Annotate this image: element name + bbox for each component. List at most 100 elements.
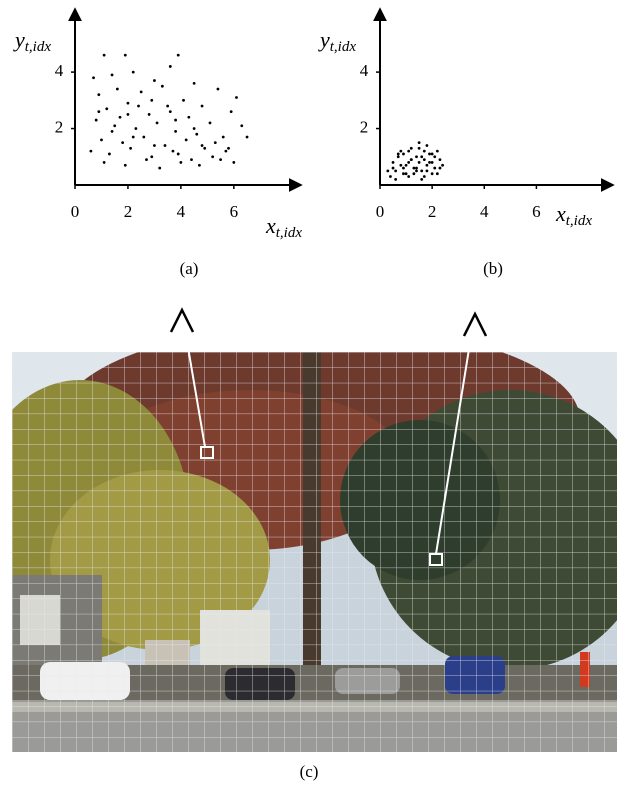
- point: [240, 124, 243, 127]
- point: [219, 158, 222, 161]
- axis-label: xt,idx: [555, 201, 592, 229]
- y-tick-label: 2: [360, 117, 369, 136]
- point: [190, 158, 193, 161]
- point: [97, 110, 100, 113]
- point: [95, 119, 98, 122]
- point: [193, 127, 196, 130]
- point: [92, 76, 95, 79]
- point: [436, 150, 439, 153]
- point: [412, 172, 415, 175]
- point: [246, 136, 249, 139]
- axis-label-subscript: t,idx: [330, 39, 357, 55]
- axis-label-subscript: t,idx: [276, 225, 303, 241]
- point: [397, 155, 400, 158]
- point: [420, 169, 423, 172]
- caption: (c): [300, 762, 319, 781]
- point: [103, 54, 106, 57]
- point: [166, 105, 169, 108]
- point: [235, 96, 238, 99]
- point: [132, 136, 135, 139]
- point: [431, 161, 434, 164]
- x-tick-label: 6: [230, 202, 239, 221]
- point: [410, 158, 413, 161]
- point: [121, 141, 124, 144]
- axis-label-subscript: t,idx: [566, 213, 593, 229]
- point: [182, 99, 185, 102]
- point: [198, 164, 201, 167]
- point: [185, 138, 188, 141]
- x-tick-label: 4: [177, 202, 186, 221]
- point: [150, 99, 153, 102]
- point: [111, 74, 114, 77]
- point: [222, 136, 225, 139]
- point: [177, 153, 180, 156]
- point: [407, 175, 410, 178]
- point: [153, 144, 156, 147]
- x-tick-label: 2: [124, 202, 133, 221]
- point: [100, 138, 103, 141]
- point: [217, 88, 220, 91]
- point: [405, 172, 408, 175]
- point: [415, 169, 418, 172]
- point: [402, 172, 405, 175]
- point: [415, 155, 418, 158]
- point: [187, 116, 190, 119]
- point: [113, 124, 116, 127]
- point: [436, 172, 439, 175]
- point: [428, 161, 431, 164]
- point: [433, 155, 436, 158]
- point: [407, 161, 410, 164]
- point: [111, 130, 114, 133]
- point: [156, 122, 159, 125]
- x-tick-label: 4: [480, 202, 489, 221]
- axis-label-base: x: [265, 213, 276, 238]
- point: [124, 54, 127, 57]
- point: [132, 71, 135, 74]
- axis-label: yt,idx: [318, 27, 356, 55]
- point: [439, 167, 442, 170]
- point: [428, 153, 431, 156]
- point: [232, 161, 235, 164]
- page: (c) 024624xt,idxyt,idx(a)024624xt,idxyt,…: [0, 0, 619, 789]
- point: [201, 144, 204, 147]
- point: [399, 164, 402, 167]
- point: [177, 54, 180, 57]
- caption: (a): [180, 259, 199, 278]
- point: [407, 150, 410, 153]
- point: [164, 144, 167, 147]
- point: [179, 161, 182, 164]
- point: [140, 90, 143, 93]
- point: [150, 155, 153, 158]
- point: [423, 158, 426, 161]
- point: [433, 167, 436, 170]
- point: [426, 144, 429, 147]
- point: [129, 147, 132, 150]
- point: [426, 169, 429, 172]
- point: [124, 164, 127, 167]
- point: [145, 158, 148, 161]
- point: [441, 164, 444, 167]
- point: [127, 113, 130, 116]
- point: [399, 150, 402, 153]
- point: [148, 113, 151, 116]
- point: [127, 102, 130, 105]
- point: [119, 116, 122, 119]
- y-tick-label: 4: [360, 61, 369, 80]
- arrow-b: [464, 314, 486, 336]
- point: [153, 79, 156, 82]
- y-tick-label: 4: [55, 61, 64, 80]
- x-tick-label: 0: [376, 202, 385, 221]
- point: [211, 155, 214, 158]
- point: [142, 136, 145, 139]
- point: [423, 150, 426, 153]
- point: [392, 167, 395, 170]
- point: [116, 88, 119, 91]
- axis-label-base: y: [13, 27, 25, 52]
- point: [405, 164, 408, 167]
- point: [402, 153, 405, 156]
- point: [439, 158, 442, 161]
- point: [195, 133, 198, 136]
- point: [423, 175, 426, 178]
- point: [89, 150, 92, 153]
- axis-label: yt,idx: [13, 27, 51, 55]
